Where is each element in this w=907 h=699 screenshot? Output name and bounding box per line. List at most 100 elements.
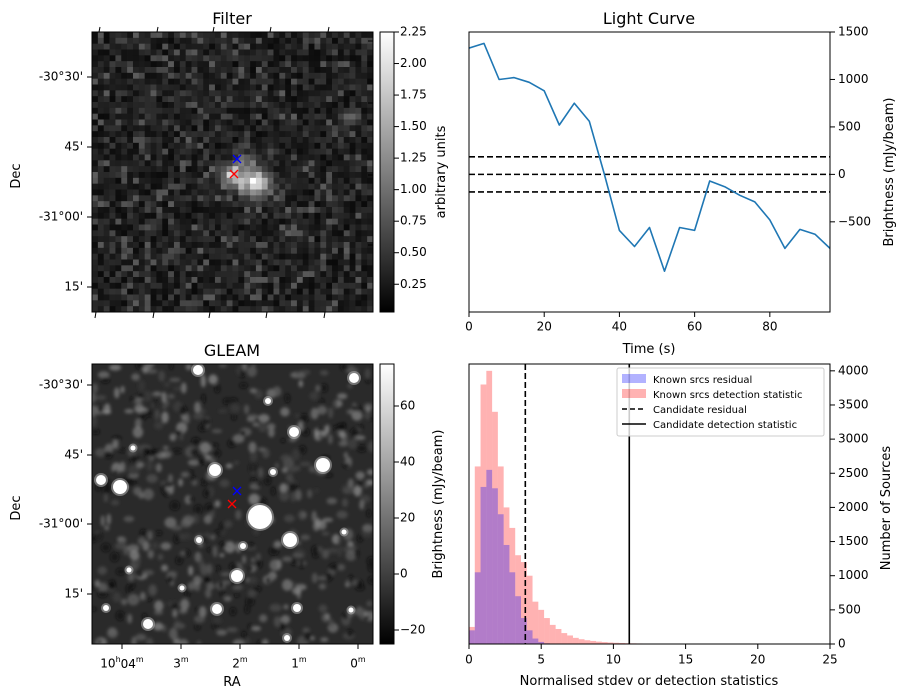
- filter-pixel: [291, 72, 298, 80]
- filter-pixel: [185, 131, 192, 138]
- filter-pixel: [355, 37, 362, 45]
- filter-pixel: [168, 212, 175, 220]
- filter-pixel: [173, 67, 181, 74]
- filter-pixel: [109, 177, 116, 185]
- filter-pixel: [255, 282, 263, 290]
- filter-pixel: [203, 90, 210, 97]
- filter-pixel: [144, 84, 151, 91]
- filter-pixel: [250, 49, 257, 56]
- gleam-noise-blob: [224, 520, 233, 528]
- filter-pixel: [361, 183, 368, 190]
- filter-pixel: [343, 72, 350, 80]
- filter-pixel: [314, 90, 321, 97]
- filter-pixel: [367, 113, 374, 120]
- filter-pixel: [302, 142, 309, 150]
- filter-pixel: [121, 177, 128, 185]
- filter-pixel: [168, 131, 175, 138]
- filter-pixel: [349, 142, 356, 150]
- filter-pixel: [132, 131, 140, 138]
- filter-pixel: [355, 142, 362, 150]
- filter-pixel: [150, 306, 157, 313]
- filter-pixel: [226, 61, 233, 68]
- filter-pixel: [115, 177, 122, 185]
- filter-pixel: [214, 43, 222, 50]
- gleam-x-tick-label: 1m: [291, 655, 307, 671]
- filter-pixel: [214, 55, 222, 62]
- filter-pixel: [250, 265, 257, 272]
- gleam-source: [349, 373, 359, 383]
- filter-pixel: [255, 84, 263, 91]
- filter-pixel: [156, 277, 163, 284]
- filter-pixel: [232, 131, 239, 138]
- gleam-noise-blob: [162, 624, 167, 633]
- filter-pixel: [197, 300, 204, 307]
- legend-label-detection: Known srcs detection statistic: [653, 390, 802, 401]
- filter-pixel: [279, 154, 286, 161]
- filter-pixel: [320, 32, 327, 39]
- filter-pixel: [191, 259, 198, 266]
- filter-colorbar-tick-label: 0.25: [400, 277, 427, 291]
- filter-pixel: [261, 207, 268, 214]
- filter-pixel: [320, 67, 327, 74]
- filter-pixel: [220, 166, 227, 173]
- filter-pixel: [308, 154, 315, 161]
- filter-panel: Filter -30°30'45'-31°00'15' Dec 0.250.50…: [9, 9, 449, 319]
- filter-pixel: [255, 55, 263, 62]
- filter-pixel: [296, 90, 304, 97]
- light-curve-y-tick-label: 0: [838, 167, 846, 181]
- filter-pixel: [226, 84, 233, 91]
- filter-pixel: [115, 277, 122, 284]
- filter-pixel: [232, 230, 239, 237]
- filter-pixel: [191, 43, 198, 50]
- filter-pixel: [337, 277, 345, 284]
- filter-pixel: [138, 102, 146, 109]
- filter-pixel: [361, 242, 368, 249]
- filter-pixel: [214, 224, 222, 231]
- filter-pixel: [209, 294, 216, 301]
- filter-pixel: [214, 131, 222, 138]
- filter-x-tick-top: [269, 26, 272, 33]
- filter-pixel: [220, 271, 227, 278]
- filter-pixel: [179, 67, 187, 74]
- filter-pixel: [279, 107, 286, 115]
- gleam-noise-blob: [193, 615, 206, 623]
- filter-pixel: [162, 253, 169, 260]
- filter-pixel: [232, 125, 239, 132]
- filter-pixel: [291, 67, 298, 74]
- filter-pixel: [191, 288, 198, 295]
- filter-pixel: [132, 247, 140, 255]
- gleam-noise-dark: [146, 409, 153, 418]
- light-curve-y-tick-label: 1500: [838, 25, 869, 39]
- filter-pixel: [132, 195, 140, 202]
- filter-pixel: [261, 242, 268, 249]
- filter-y-tick-label: -30°30': [39, 70, 83, 84]
- filter-pixel: [156, 78, 163, 85]
- filter-pixel: [209, 84, 216, 91]
- filter-pixel: [214, 253, 222, 260]
- filter-pixel: [296, 195, 304, 202]
- filter-pixel: [285, 84, 292, 91]
- filter-pixel: [150, 131, 157, 138]
- filter-pixel: [261, 67, 268, 74]
- filter-pixel: [349, 218, 356, 225]
- filter-pixel: [179, 55, 187, 62]
- filter-pixel: [332, 242, 339, 249]
- histogram-bar: [590, 640, 597, 644]
- filter-pixel: [144, 300, 151, 307]
- filter-pixel: [144, 265, 151, 272]
- filter-pixel: [308, 32, 315, 39]
- filter-pixel: [173, 271, 181, 278]
- filter-pixel: [203, 265, 210, 272]
- gleam-noise-dark: [184, 589, 191, 598]
- filter-pixel: [349, 107, 356, 115]
- gleam-noise-dark: [256, 482, 262, 487]
- gleam-noise-blob: [273, 616, 281, 628]
- filter-pixel: [250, 67, 257, 74]
- gleam-source: [143, 619, 153, 629]
- filter-pixel: [197, 72, 204, 80]
- gleam-noise-dark: [197, 454, 207, 464]
- filter-pixel: [121, 84, 128, 91]
- filter-pixel: [244, 224, 251, 231]
- filter-pixel: [314, 137, 321, 144]
- filter-pixel: [302, 32, 309, 39]
